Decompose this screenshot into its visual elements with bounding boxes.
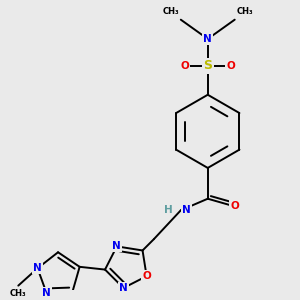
Text: S: S [203,59,212,72]
Text: N: N [182,205,190,215]
Text: O: O [226,61,235,71]
Text: O: O [180,61,189,71]
Text: CH₃: CH₃ [237,7,253,16]
Text: O: O [142,271,151,281]
Text: N: N [112,242,121,251]
Text: CH₃: CH₃ [10,290,27,298]
Text: N: N [203,34,212,44]
Text: H: H [164,205,173,215]
Text: N: N [33,263,42,273]
Text: O: O [230,201,239,212]
Text: CH₃: CH₃ [162,7,179,16]
Text: N: N [119,283,128,293]
Text: N: N [42,288,51,298]
